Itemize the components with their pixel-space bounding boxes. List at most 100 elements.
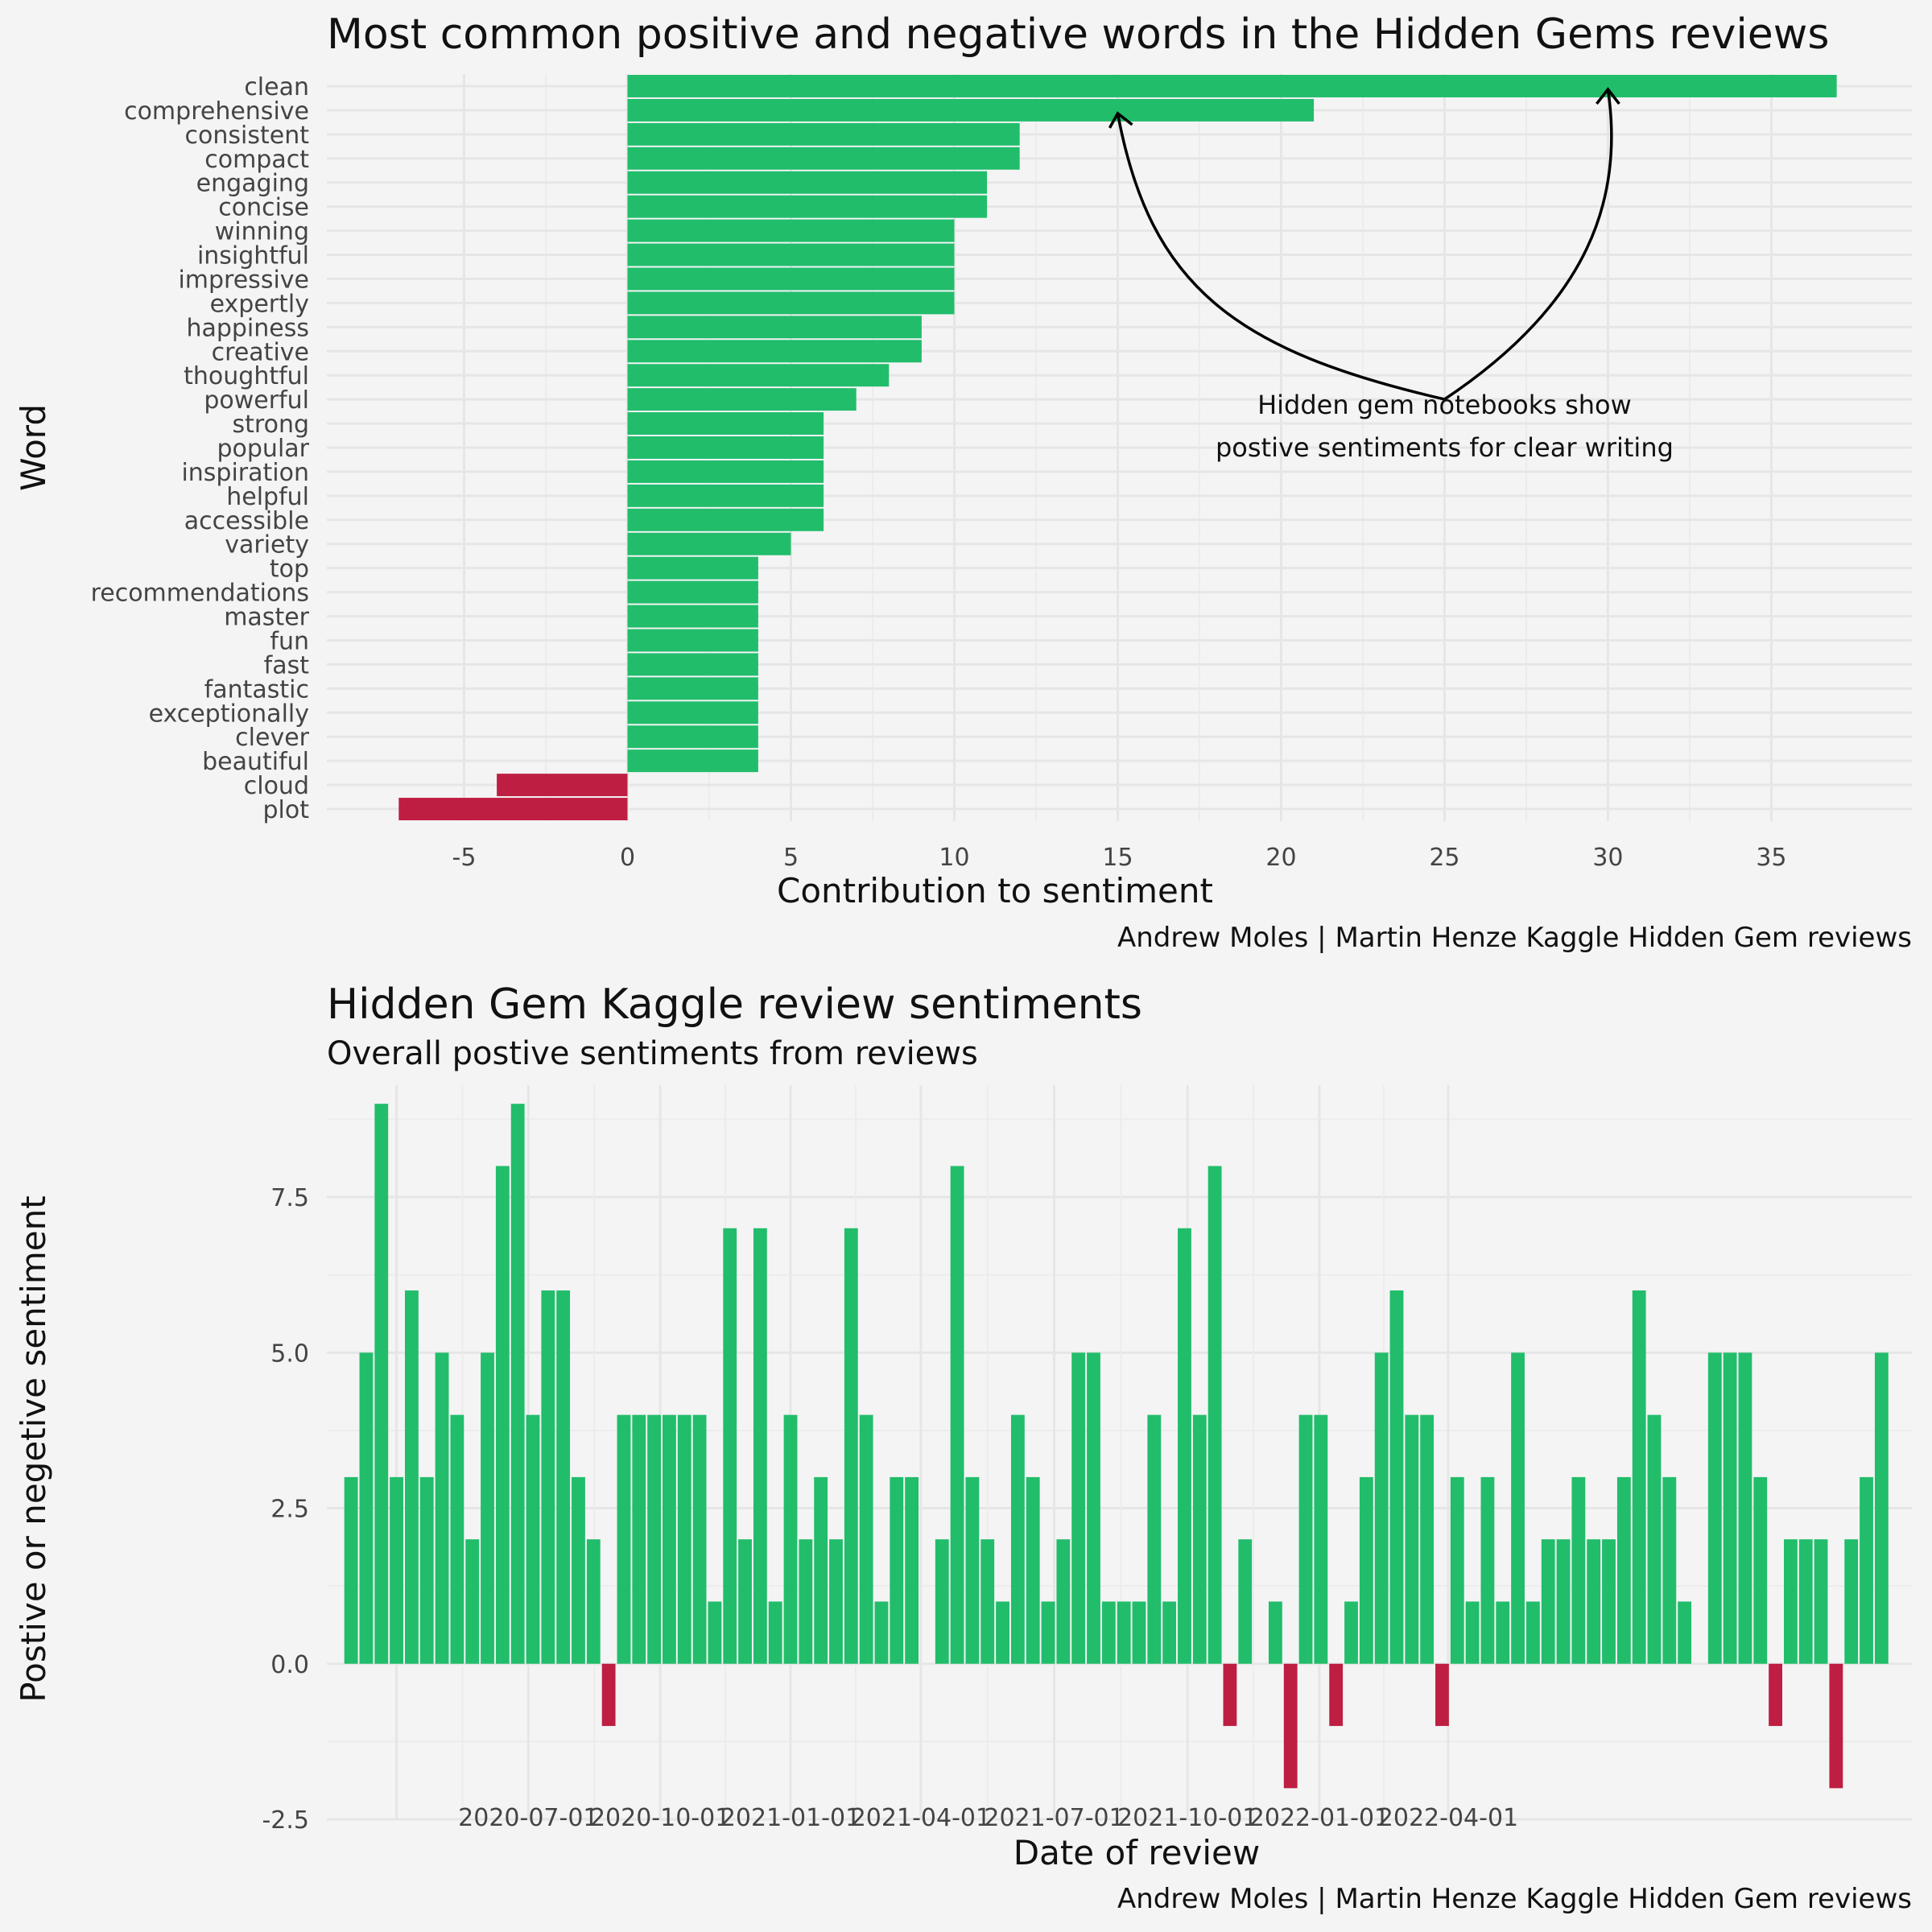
sentiment-bar bbox=[663, 1414, 676, 1664]
sentiment-bar bbox=[1616, 1476, 1631, 1664]
bar-fast bbox=[627, 653, 758, 676]
sentiment-bar bbox=[890, 1476, 904, 1664]
sentiment-bar bbox=[905, 1476, 919, 1664]
sentiment-bar bbox=[1587, 1539, 1601, 1664]
word-label-clean: clean bbox=[244, 73, 309, 101]
sentiment-bar bbox=[1860, 1476, 1873, 1664]
sentiment-bar bbox=[1283, 1663, 1298, 1789]
sentiment-bar bbox=[495, 1166, 510, 1664]
sentiment-bar bbox=[1753, 1476, 1768, 1664]
chart2-y-tick-label: 5.0 bbox=[270, 1340, 309, 1368]
sentiment-bar bbox=[829, 1539, 843, 1664]
bar-exceptionally bbox=[627, 701, 758, 724]
bar-popular bbox=[627, 436, 824, 459]
bar-engaging bbox=[627, 171, 988, 194]
sentiment-bar bbox=[435, 1352, 449, 1664]
sentiment-bar bbox=[450, 1414, 464, 1664]
sentiment-bar bbox=[1571, 1476, 1586, 1664]
sentiment-bar bbox=[1678, 1601, 1692, 1664]
bar-clever bbox=[627, 725, 758, 749]
chart1-word-labels: cleancomprehensiveconsistentcompactengag… bbox=[91, 73, 310, 824]
word-label-insightful: insightful bbox=[197, 242, 309, 270]
sentiment-bar bbox=[572, 1476, 585, 1664]
chart1-bars bbox=[398, 75, 1837, 820]
bar-creative bbox=[627, 340, 922, 363]
chart2-x-tick-label: 2021-07-01 bbox=[984, 1804, 1124, 1832]
review-sentiment-chart: Hidden Gem Kaggle review sentiments Over… bbox=[14, 980, 1912, 1915]
sentiment-bar bbox=[465, 1539, 480, 1664]
sentiment-bar bbox=[1798, 1539, 1813, 1664]
chart1-x-ticks: -5 0 5 10 15 20 25 30 35 bbox=[452, 844, 1787, 872]
chart2-x-tick-label: 2020-07-01 bbox=[458, 1804, 598, 1832]
bar-expertly bbox=[627, 291, 955, 315]
sentiment-bar bbox=[1662, 1476, 1677, 1664]
sentiment-bar bbox=[1541, 1539, 1555, 1664]
word-label-fantastic: fantastic bbox=[204, 675, 309, 704]
word-label-plot: plot bbox=[263, 796, 310, 824]
sentiment-bar bbox=[1480, 1476, 1495, 1664]
chart2-y-tick-label: 7.5 bbox=[270, 1184, 309, 1212]
word-sentiment-chart: Most common positive and negative words … bbox=[14, 10, 1912, 954]
sentiment-bar bbox=[1071, 1352, 1086, 1664]
sentiment-bar bbox=[1602, 1539, 1616, 1664]
word-label-engaging: engaging bbox=[196, 170, 309, 198]
sentiment-bar bbox=[1374, 1352, 1389, 1664]
sentiment-bar bbox=[814, 1476, 828, 1664]
word-label-popular: popular bbox=[217, 435, 309, 463]
sentiment-bar bbox=[1329, 1663, 1344, 1727]
sentiment-bar bbox=[768, 1601, 782, 1664]
sentiment-bar bbox=[1147, 1414, 1162, 1664]
word-label-expertly: expertly bbox=[210, 290, 309, 318]
bar-winning bbox=[627, 219, 955, 242]
bar-inspiration bbox=[627, 460, 824, 483]
bar-strong bbox=[627, 412, 824, 436]
sentiment-bar bbox=[1192, 1414, 1207, 1664]
sentiment-bar bbox=[390, 1476, 404, 1664]
bar-fantastic bbox=[627, 677, 758, 700]
chart1-x-tick-label: 30 bbox=[1592, 844, 1623, 872]
sentiment-bar bbox=[783, 1414, 798, 1664]
bar-cloud bbox=[497, 774, 628, 797]
annotation-line-1: Hidden gem notebooks show bbox=[1257, 390, 1632, 420]
bar-powerful bbox=[627, 388, 857, 411]
sentiment-bar bbox=[1010, 1414, 1025, 1664]
word-label-accessible: accessible bbox=[184, 507, 309, 535]
sentiment-bar bbox=[738, 1539, 752, 1664]
chart1-x-tick-label: 25 bbox=[1429, 844, 1459, 872]
sentiment-bar bbox=[632, 1414, 646, 1664]
sentiment-bar bbox=[1178, 1228, 1191, 1664]
word-label-impressive: impressive bbox=[178, 266, 309, 294]
sentiment-bar bbox=[692, 1414, 707, 1664]
sentiment-bar bbox=[1783, 1539, 1798, 1664]
chart2-y-tick-label: 2.5 bbox=[270, 1496, 309, 1524]
sentiment-bar bbox=[1829, 1663, 1843, 1789]
word-label-helpful: helpful bbox=[226, 483, 309, 511]
sentiment-bar bbox=[510, 1104, 525, 1664]
bar-consistent bbox=[627, 122, 1020, 146]
sentiment-bar bbox=[844, 1228, 858, 1664]
word-label-powerful: powerful bbox=[204, 386, 309, 415]
chart1-x-tick-label: 5 bbox=[783, 844, 799, 872]
chart2-x-tick-label: 2020-10-01 bbox=[590, 1804, 730, 1832]
sentiment-bar bbox=[1101, 1601, 1116, 1664]
sentiment-bar bbox=[1465, 1601, 1480, 1664]
sentiment-bar bbox=[1556, 1539, 1571, 1664]
sentiment-bar bbox=[1450, 1476, 1464, 1664]
word-label-concise: concise bbox=[218, 194, 309, 222]
sentiment-bar bbox=[1314, 1414, 1328, 1664]
sentiment-bar bbox=[1844, 1539, 1859, 1664]
bar-top bbox=[627, 556, 758, 580]
bar-insightful bbox=[627, 243, 955, 266]
sentiment-bar bbox=[799, 1539, 813, 1664]
sentiment-bar bbox=[1132, 1601, 1146, 1664]
sentiment-bar bbox=[1268, 1601, 1282, 1664]
chart1-x-tick-label: 10 bbox=[939, 844, 969, 872]
bar-helpful bbox=[627, 484, 824, 507]
sentiment-bar bbox=[1525, 1601, 1540, 1664]
chart2-caption: Andrew Moles | Martin Henze Kaggle Hidde… bbox=[1117, 1883, 1912, 1915]
sentiment-bar bbox=[1359, 1476, 1373, 1664]
chart2-x-ticks: 2020-07-012020-10-012021-01-012021-04-01… bbox=[458, 1804, 1518, 1832]
sentiment-bar bbox=[1874, 1352, 1889, 1664]
chart1-x-tick-label: -5 bbox=[452, 844, 477, 872]
bar-impressive bbox=[627, 267, 955, 291]
